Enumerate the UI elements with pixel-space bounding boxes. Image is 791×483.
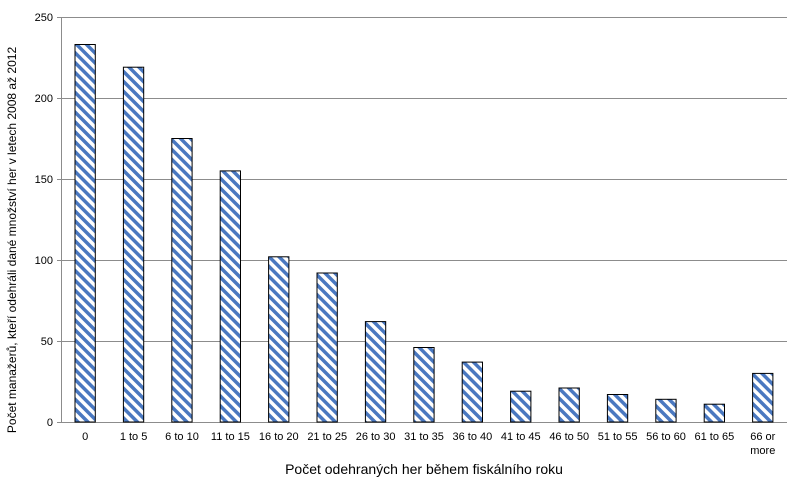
bar: [122, 66, 145, 423]
bar: [74, 44, 96, 423]
y-tick-label: 50: [41, 336, 53, 348]
bar: [752, 372, 774, 423]
bar: [510, 390, 532, 423]
bar: [171, 138, 193, 423]
bar: [606, 394, 629, 423]
x-tick-label: 31 to 35: [404, 431, 444, 443]
x-tick-label: 6 to 10: [165, 431, 199, 443]
y-axis-title: Počet manažerů, kteří odehráli dané množ…: [5, 47, 19, 434]
x-tick-label: 21 to 25: [307, 431, 347, 443]
bar: [364, 321, 387, 423]
bar: [655, 398, 677, 423]
x-tick-label: 11 to 15: [211, 431, 250, 443]
y-tick-label: 200: [35, 93, 53, 105]
x-tick-label: 36 to 40: [453, 431, 493, 443]
bar: [703, 403, 726, 423]
x-tick-label: 1 to 5: [120, 431, 148, 443]
y-tick-label: 250: [35, 12, 53, 24]
x-axis-title: Počet odehraných her během fiskálního ro…: [285, 461, 563, 477]
bar: [461, 361, 484, 423]
x-tick-label: 26 to 30: [356, 431, 396, 443]
x-tick-labels: 0 1 to 5 6 to 10 11 to 15 16 to 20 21 to 25 26…: [82, 431, 776, 457]
x-tick-label: 51 to 55: [598, 431, 638, 443]
x-tick-label: 61 to 65: [695, 431, 735, 443]
bar: [219, 170, 241, 423]
bar: [268, 256, 290, 423]
x-tick-label: 41 to 45: [501, 431, 541, 443]
bar: [413, 347, 435, 423]
y-tick-label: 100: [35, 255, 53, 267]
x-tick-label: 0: [82, 431, 88, 443]
y-tick-labels: 0 50 100 150 200 250: [35, 12, 53, 429]
gridlines: [61, 17, 787, 342]
x-tick-label: 16 to 20: [259, 431, 299, 443]
bar: [316, 272, 338, 423]
y-tick-label: 150: [35, 174, 53, 186]
bars: [74, 44, 774, 423]
bar: [558, 387, 580, 423]
x-tick-label: 46 to 50: [549, 431, 589, 443]
x-tick-label: 56 to 60: [646, 431, 686, 443]
y-tick-label: 0: [47, 417, 53, 429]
x-tick-label: 66 or more: [750, 431, 775, 457]
